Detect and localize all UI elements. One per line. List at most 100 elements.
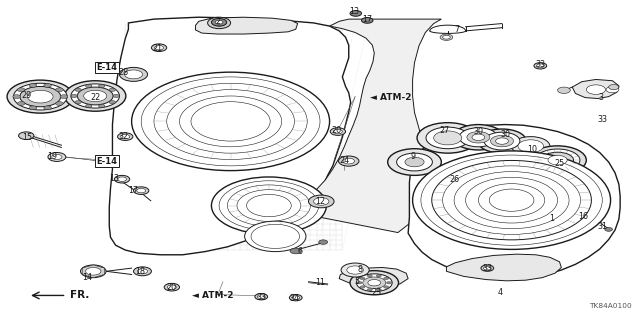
- Circle shape: [477, 129, 526, 153]
- Text: 26: 26: [449, 175, 459, 184]
- Circle shape: [56, 88, 63, 92]
- Circle shape: [71, 94, 77, 98]
- Circle shape: [207, 17, 230, 29]
- Circle shape: [77, 87, 113, 105]
- Circle shape: [481, 265, 493, 271]
- Circle shape: [134, 267, 152, 276]
- Text: 21: 21: [152, 44, 162, 53]
- Circle shape: [115, 175, 130, 183]
- Circle shape: [81, 265, 106, 278]
- Circle shape: [86, 268, 101, 275]
- Circle shape: [255, 293, 268, 300]
- Circle shape: [155, 46, 164, 50]
- Circle shape: [56, 102, 63, 105]
- Circle shape: [368, 279, 381, 286]
- Text: 25: 25: [554, 159, 564, 168]
- Text: 17: 17: [362, 15, 372, 24]
- Circle shape: [557, 87, 570, 93]
- Circle shape: [125, 70, 143, 79]
- Text: 33: 33: [483, 263, 492, 273]
- Text: 15: 15: [22, 133, 33, 142]
- Circle shape: [71, 84, 120, 108]
- Text: 9: 9: [410, 152, 415, 161]
- Circle shape: [460, 128, 497, 147]
- Circle shape: [212, 20, 225, 26]
- Text: 10: 10: [527, 145, 537, 154]
- Circle shape: [28, 90, 53, 103]
- Circle shape: [541, 152, 573, 168]
- Circle shape: [118, 177, 127, 182]
- Text: ◄ ATM-2: ◄ ATM-2: [192, 291, 234, 300]
- Text: 2: 2: [215, 17, 220, 26]
- Circle shape: [292, 296, 300, 300]
- Polygon shape: [82, 265, 104, 278]
- Text: 19: 19: [47, 152, 57, 161]
- Circle shape: [152, 44, 167, 51]
- Circle shape: [529, 146, 586, 174]
- Circle shape: [484, 132, 520, 150]
- Polygon shape: [339, 268, 408, 286]
- Circle shape: [453, 124, 504, 150]
- Circle shape: [99, 104, 105, 108]
- Polygon shape: [109, 17, 351, 255]
- Circle shape: [211, 19, 227, 26]
- Circle shape: [495, 138, 508, 144]
- Text: 14: 14: [82, 273, 92, 282]
- Circle shape: [518, 140, 543, 152]
- Circle shape: [535, 149, 580, 171]
- Circle shape: [362, 18, 373, 23]
- Text: 28: 28: [118, 68, 129, 77]
- Text: 30: 30: [500, 130, 510, 138]
- Circle shape: [360, 277, 365, 280]
- Circle shape: [215, 20, 223, 24]
- Circle shape: [387, 281, 392, 284]
- Circle shape: [580, 216, 590, 221]
- Circle shape: [576, 211, 585, 216]
- Circle shape: [490, 135, 513, 147]
- Circle shape: [330, 128, 346, 135]
- Text: 27: 27: [440, 126, 450, 135]
- Text: 13: 13: [349, 7, 360, 16]
- Circle shape: [132, 72, 330, 171]
- Circle shape: [606, 86, 619, 93]
- Polygon shape: [195, 17, 298, 34]
- Circle shape: [138, 269, 148, 274]
- Circle shape: [536, 64, 544, 68]
- Circle shape: [134, 187, 149, 195]
- Circle shape: [109, 100, 115, 104]
- Polygon shape: [408, 124, 620, 278]
- Text: 20: 20: [167, 283, 177, 292]
- Circle shape: [367, 275, 372, 277]
- Text: 16: 16: [578, 211, 588, 220]
- Circle shape: [84, 90, 107, 102]
- Circle shape: [75, 88, 81, 92]
- Text: FR.: FR.: [70, 290, 89, 300]
- Circle shape: [164, 283, 179, 291]
- Text: E-14: E-14: [97, 63, 118, 72]
- Polygon shape: [288, 19, 442, 233]
- Text: 33: 33: [256, 293, 266, 302]
- Circle shape: [357, 281, 362, 284]
- Circle shape: [29, 106, 37, 110]
- Circle shape: [257, 295, 265, 299]
- Text: 30: 30: [474, 127, 483, 136]
- Circle shape: [121, 134, 130, 139]
- Polygon shape: [447, 254, 561, 281]
- Text: 8: 8: [358, 264, 363, 274]
- Circle shape: [413, 151, 611, 249]
- Circle shape: [109, 88, 115, 92]
- Circle shape: [417, 123, 478, 153]
- Circle shape: [211, 177, 326, 234]
- Text: 32: 32: [118, 132, 129, 141]
- Circle shape: [383, 286, 388, 288]
- Text: 33: 33: [535, 60, 545, 69]
- Circle shape: [426, 127, 469, 149]
- Text: TK84A0100: TK84A0100: [589, 303, 632, 309]
- Circle shape: [86, 85, 92, 88]
- Circle shape: [405, 157, 424, 167]
- Circle shape: [605, 227, 612, 231]
- Circle shape: [319, 240, 328, 244]
- Circle shape: [347, 266, 364, 274]
- Circle shape: [383, 277, 388, 280]
- Circle shape: [609, 85, 619, 90]
